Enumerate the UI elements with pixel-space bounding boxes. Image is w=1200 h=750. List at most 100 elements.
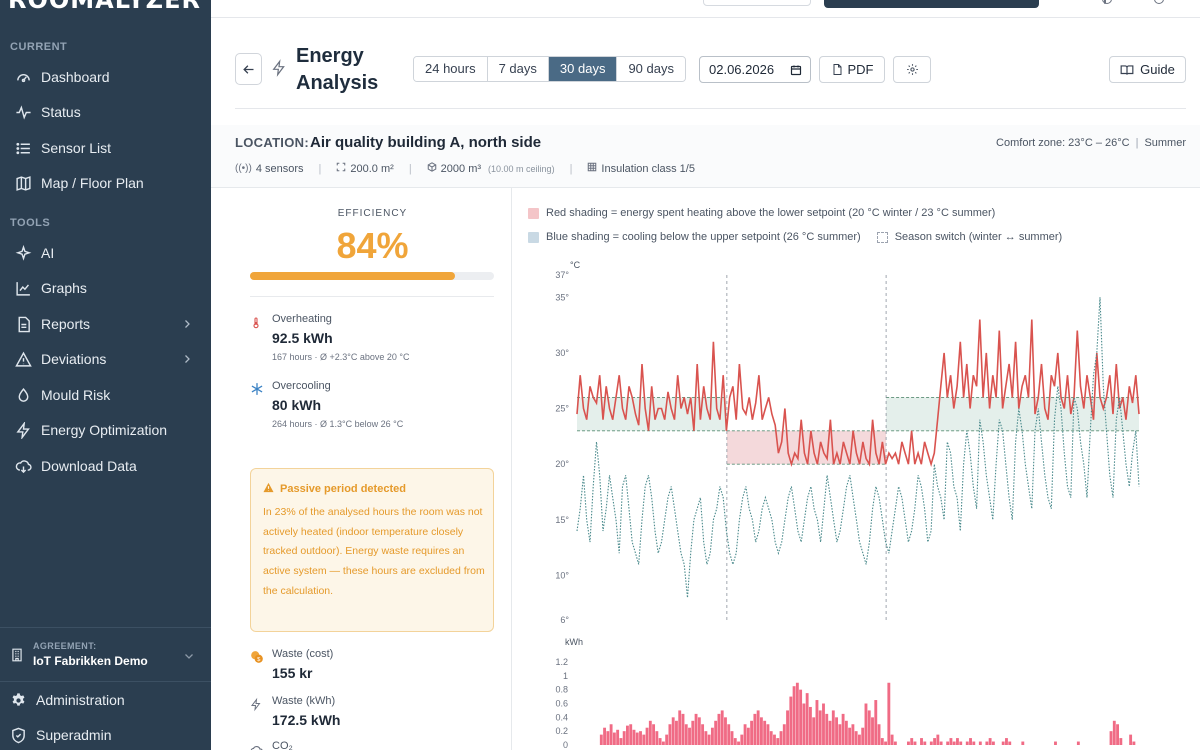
energy-bar	[619, 738, 623, 745]
energy-bar	[701, 724, 705, 745]
cube-icon	[427, 162, 437, 175]
energy-bar	[1112, 720, 1116, 745]
legend-red: Red shading = energy spent heating above…	[528, 207, 995, 219]
pdf-button[interactable]: PDF	[819, 56, 885, 83]
legend-blue-text: Blue shading = cooling below the upper s…	[546, 231, 861, 243]
sidebar-item-status[interactable]: Status	[0, 97, 211, 127]
energy-bar	[779, 731, 783, 745]
energy-bar	[671, 717, 675, 745]
sidebar-item-mould-risk[interactable]: Mould Risk	[0, 380, 211, 410]
energy-bar	[675, 720, 678, 745]
energy-bar	[861, 727, 865, 745]
pulse-icon	[14, 103, 32, 121]
sidebar-divider	[0, 627, 211, 628]
sidebar-item-download-data[interactable]: Download Data	[0, 451, 211, 481]
energy-bar	[991, 741, 995, 745]
book-icon	[1120, 64, 1134, 75]
energy-bar	[1109, 731, 1113, 745]
energy-bar	[759, 717, 763, 745]
sidebar-item-sensor-list[interactable]: Sensor List	[0, 133, 211, 163]
legend-red-swatch	[528, 207, 539, 219]
range-7-days[interactable]: 7 days	[487, 57, 549, 81]
energy-chart[interactable]: kWh 0 0.2 0.4 0.6 0.8 1 1.2	[512, 633, 1200, 750]
agreement-selector[interactable]: AGREEMENT: IoT Fabrikken Demo	[0, 637, 211, 679]
sidebar-item-dashboard[interactable]: Dashboard	[0, 62, 211, 92]
user-icon[interactable]	[1154, 0, 1164, 4]
sidebar-item-graphs[interactable]: Graphs	[0, 273, 211, 303]
series-line-indoor	[576, 319, 1140, 468]
pdf-label: PDF	[847, 62, 874, 77]
topbar-search[interactable]	[703, 0, 811, 6]
efficiency-bar	[250, 272, 494, 280]
energy-bar	[871, 717, 874, 745]
line-chart-icon	[14, 279, 32, 297]
file-icon	[833, 64, 841, 75]
energy-bar	[668, 724, 672, 745]
energy-bar	[720, 710, 724, 745]
energy-bar	[1054, 741, 1057, 745]
co2-label: CO₂	[272, 740, 293, 750]
sidebar-item-label: Map / Floor Plan	[41, 175, 144, 191]
sidebar-item-reports[interactable]: Reports	[0, 309, 211, 339]
topbar-primary-button[interactable]	[824, 0, 1039, 8]
energy-bar	[1076, 741, 1080, 745]
energy-bar	[965, 741, 969, 745]
guide-button[interactable]: Guide	[1109, 56, 1186, 83]
insulation-icon	[587, 162, 597, 175]
energy-bar	[792, 686, 796, 745]
guide-label: Guide	[1140, 62, 1175, 77]
waste-kwh-label: Waste (kWh)	[272, 695, 336, 707]
sidebar-item-label: Download Data	[41, 458, 137, 474]
passive-title-text: Passive period detected	[280, 483, 406, 495]
passive-body: In 23% of the analysed hours the room wa…	[263, 506, 485, 597]
agreement-label: AGREEMENT:	[33, 641, 97, 651]
temperature-chart[interactable]: °C 6° 10° 15° 20° 25° 30° 35° 37°	[512, 258, 1200, 633]
energy-bar	[616, 729, 620, 745]
overheating-value: 92.5 kWh	[272, 330, 333, 346]
sidebar-item-map[interactable]: Map / Floor Plan	[0, 168, 211, 198]
settings-button[interactable]	[893, 56, 931, 83]
range-30-days[interactable]: 30 days	[548, 57, 618, 81]
y-tick-label: 25°	[555, 404, 569, 414]
energy-bar	[773, 734, 776, 745]
date-input[interactable]: 02.06.2026	[699, 56, 811, 83]
date-value: 02.06.2026	[709, 62, 775, 77]
energy-bar	[609, 724, 613, 745]
chevron-down-icon	[183, 649, 195, 667]
waste-cost-value: 155 kr	[272, 665, 313, 681]
sidebar-item-superadmin[interactable]: Superadmin	[0, 720, 211, 750]
y-tick-label: 1	[563, 671, 568, 681]
comfort-zone-text: Comfort zone: 23°C – 26°C	[996, 137, 1130, 149]
energy-bar	[766, 724, 770, 745]
sidebar-item-ai[interactable]: AI	[0, 238, 211, 268]
y-tick-label: 1.2	[555, 657, 568, 667]
location-label: LOCATION:	[235, 135, 309, 150]
energy-bar	[632, 729, 636, 745]
energy-bar	[704, 731, 708, 745]
range-24-hours[interactable]: 24 hours	[414, 57, 488, 81]
overheating-details: 167 hours · Ø +2.3°C above 20 °C	[272, 352, 410, 362]
range-90-days[interactable]: 90 days	[617, 57, 685, 81]
efficiency-bar-fill	[250, 272, 455, 280]
energy-bar	[841, 713, 845, 745]
chevron-right-icon	[181, 352, 193, 368]
energy-bar	[763, 720, 767, 745]
cloud-download-icon	[14, 457, 32, 475]
page-title: Energy Analysis	[296, 45, 379, 94]
sidebar-item-administration[interactable]: Administration	[0, 685, 211, 715]
y-axis-label: °C	[570, 260, 581, 270]
sidebar-item-energy-optimization[interactable]: Energy Optimization	[0, 415, 211, 445]
energy-bar	[936, 734, 940, 745]
sidebar-item-deviations[interactable]: Deviations	[0, 344, 211, 374]
energy-bar	[1021, 741, 1025, 745]
energy-bar	[887, 682, 891, 745]
energy-bar	[851, 724, 855, 745]
calendar-icon[interactable]	[790, 64, 802, 79]
efficiency-value: 84%	[336, 225, 409, 266]
back-button[interactable]	[235, 53, 262, 85]
energy-bar	[835, 717, 838, 745]
main-content: Energy Analysis 24 hours 7 days 30 days …	[211, 18, 1200, 750]
y-tick-label: 0.2	[555, 726, 568, 736]
energy-bar	[681, 713, 685, 745]
energy-bar	[838, 724, 842, 745]
